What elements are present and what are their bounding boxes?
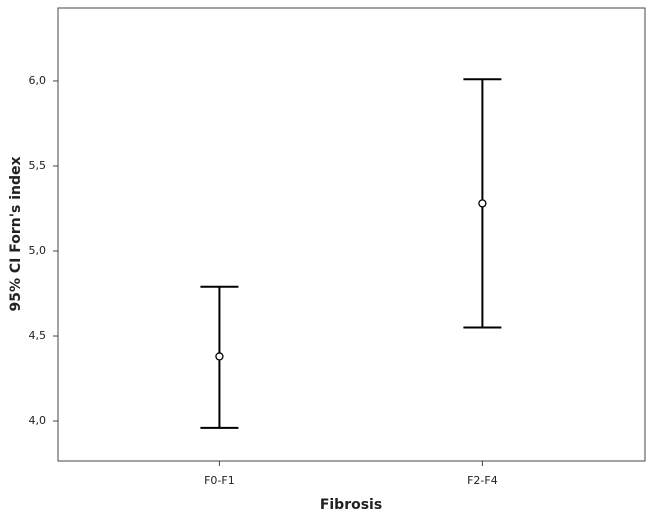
y-tick-label: 4,0 xyxy=(29,414,47,427)
y-tick-label: 5,5 xyxy=(29,159,47,172)
mean-point xyxy=(478,199,487,208)
y-axis-title: 95% CI Forn's index xyxy=(8,156,24,311)
plot-frame xyxy=(57,7,646,462)
y-tick-label: 5,0 xyxy=(29,244,47,257)
mean-point xyxy=(215,352,224,361)
x-axis-title: Fibrosis xyxy=(320,497,382,513)
x-tick-label: F0-F1 xyxy=(204,474,235,487)
y-tick-label: 6,0 xyxy=(29,74,47,87)
y-tick-label: 4,5 xyxy=(29,329,47,342)
x-tick-label: F2-F4 xyxy=(467,474,498,487)
